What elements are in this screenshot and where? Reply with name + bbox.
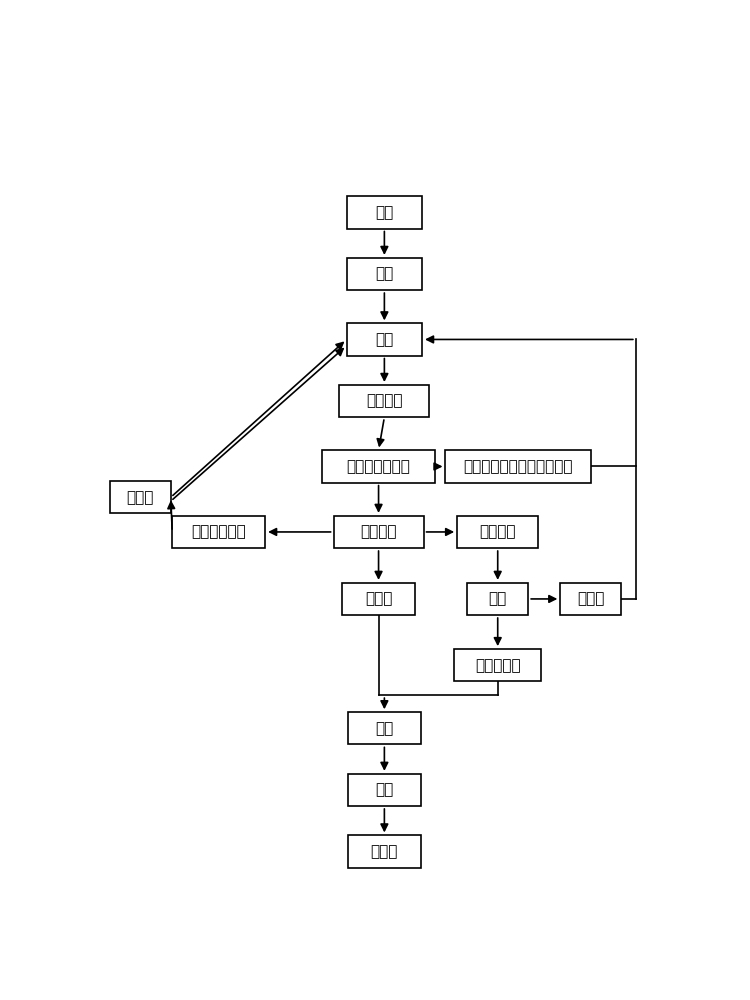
FancyBboxPatch shape — [172, 516, 266, 548]
Text: 乳化层: 乳化层 — [577, 591, 604, 606]
FancyBboxPatch shape — [467, 583, 528, 615]
Text: 乳化层: 乳化层 — [127, 490, 154, 505]
FancyBboxPatch shape — [446, 450, 591, 483]
Text: 茶皂素水溶液: 茶皂素水溶液 — [191, 524, 246, 539]
Text: 成品油: 成品油 — [370, 844, 398, 859]
Text: 醇解: 醇解 — [488, 591, 507, 606]
FancyBboxPatch shape — [342, 583, 415, 615]
FancyBboxPatch shape — [334, 516, 424, 548]
FancyBboxPatch shape — [348, 774, 421, 806]
FancyBboxPatch shape — [348, 712, 421, 744]
FancyBboxPatch shape — [560, 583, 621, 615]
Text: 微波膨化: 微波膨化 — [366, 394, 403, 409]
FancyBboxPatch shape — [346, 323, 422, 356]
FancyBboxPatch shape — [322, 450, 435, 483]
Text: 清油层: 清油层 — [364, 591, 392, 606]
Text: 化学法或酶法合成生物柴油: 化学法或酶法合成生物柴油 — [464, 459, 573, 474]
Text: 油料残渣: 油料残渣 — [479, 524, 516, 539]
FancyBboxPatch shape — [454, 649, 542, 681]
Text: 浸泡: 浸泡 — [375, 266, 394, 282]
Text: 分离清油层: 分离清油层 — [475, 658, 520, 673]
Text: 精炼: 精炼 — [375, 782, 394, 797]
Text: 油料: 油料 — [375, 205, 394, 220]
FancyBboxPatch shape — [346, 258, 422, 290]
Text: 打浆: 打浆 — [375, 332, 394, 347]
FancyBboxPatch shape — [348, 835, 421, 868]
FancyBboxPatch shape — [346, 196, 422, 229]
Text: 毛油: 毛油 — [375, 721, 394, 736]
Text: 水浸提油: 水浸提油 — [360, 524, 397, 539]
FancyBboxPatch shape — [339, 385, 430, 417]
FancyBboxPatch shape — [457, 516, 538, 548]
FancyBboxPatch shape — [110, 481, 171, 513]
Text: 微波膨化油料渣: 微波膨化油料渣 — [346, 459, 410, 474]
